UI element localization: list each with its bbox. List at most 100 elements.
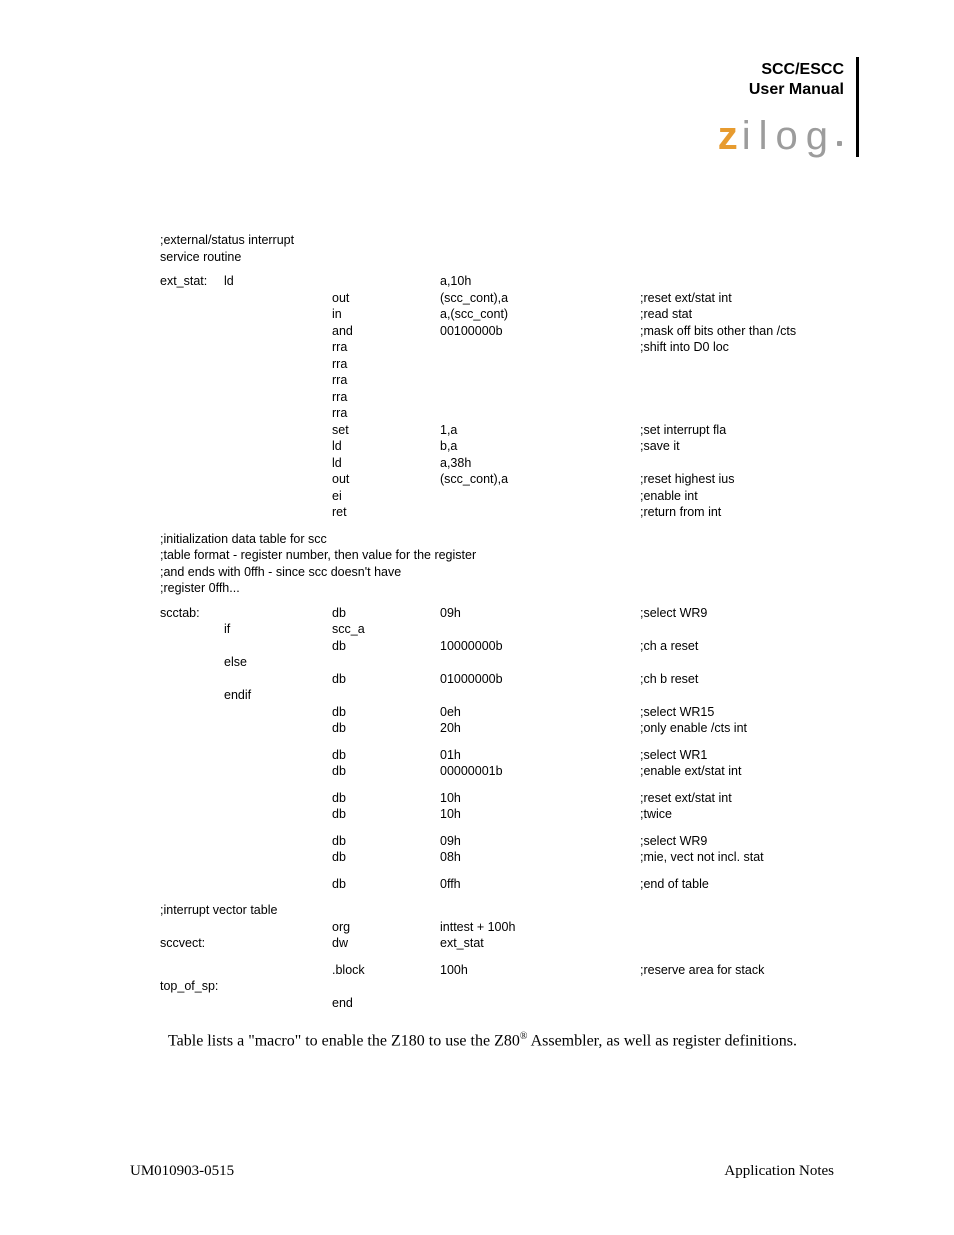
footer-section: Application Notes (724, 1163, 834, 1180)
code-label (160, 323, 224, 340)
code-row: db00000001b;enable ext/stat int (160, 763, 834, 780)
intro-block-2: ;initialization data table for scc ;tabl… (160, 531, 834, 597)
code-cond (224, 405, 332, 422)
code-label (160, 720, 224, 737)
code-row: rra (160, 405, 834, 422)
code-row: rra (160, 389, 834, 406)
code-row: out(scc_cont),a;reset highest ius (160, 471, 834, 488)
code-row: db08h;mie, vect not incl. stat (160, 849, 834, 866)
code-label (160, 290, 224, 307)
code-cond: endif (224, 687, 332, 704)
code-comment (640, 935, 834, 952)
code-cond (224, 919, 332, 936)
code-cond (224, 455, 332, 472)
code-label (160, 356, 224, 373)
code-comment: ;select WR1 (640, 747, 834, 764)
code-label (160, 849, 224, 866)
code-cond (224, 638, 332, 655)
code-label (160, 876, 224, 893)
code-operands: 100h (440, 962, 640, 979)
code-mnemonic (332, 978, 440, 995)
code-label (160, 405, 224, 422)
code-cond (224, 962, 332, 979)
spacer (160, 737, 834, 747)
code-mnemonic: db (332, 638, 440, 655)
code-cond (224, 671, 332, 688)
code-operands (440, 504, 640, 521)
code-label (160, 763, 224, 780)
code-comment (640, 995, 834, 1012)
code-mnemonic: rra (332, 356, 440, 373)
code-row: ldb,a;save it (160, 438, 834, 455)
intro-line: ;interrupt vector table (160, 902, 834, 919)
code-row: end (160, 995, 834, 1012)
code-label (160, 962, 224, 979)
code-cond (224, 763, 332, 780)
code-operands: 10h (440, 790, 640, 807)
code-operands: a,38h (440, 455, 640, 472)
code-row: rra;shift into D0 loc (160, 339, 834, 356)
code-label (160, 306, 224, 323)
code-operands: 0ffh (440, 876, 640, 893)
code-block-2: scctab:db09h;select WR9ifscc_adb10000000… (160, 605, 834, 737)
code-label: sccvect: (160, 935, 224, 952)
code-mnemonic: db (332, 790, 440, 807)
code-operands (440, 389, 640, 406)
code-label (160, 919, 224, 936)
body-text-post: Assembler, as well as register definitio… (527, 1032, 797, 1049)
code-operands: 09h (440, 833, 640, 850)
code-mnemonic: in (332, 306, 440, 323)
code-mnemonic: db (332, 833, 440, 850)
code-label (160, 654, 224, 671)
code-cond (224, 849, 332, 866)
code-cond (224, 323, 332, 340)
header-rule (856, 57, 859, 157)
code-cond (224, 704, 332, 721)
code-label (160, 372, 224, 389)
code-row: ret;return from int (160, 504, 834, 521)
code-comment: ;return from int (640, 504, 834, 521)
code-operands: 09h (440, 605, 640, 622)
logo-dot (837, 141, 842, 146)
code-mnemonic: rra (332, 405, 440, 422)
body-paragraph: Table lists a "macro" to enable the Z180… (168, 1030, 834, 1052)
code-row: endif (160, 687, 834, 704)
code-row: db10000000b;ch a reset (160, 638, 834, 655)
code-block-1: ext_stat:lda,10hout(scc_cont),a;reset ex… (160, 273, 834, 521)
intro-block-1: ;external/status interrupt service routi… (160, 232, 834, 265)
code-comment (640, 405, 834, 422)
code-mnemonic: ei (332, 488, 440, 505)
code-operands: 01h (440, 747, 640, 764)
code-cond (224, 747, 332, 764)
code-comment: ;set interrupt fla (640, 422, 834, 439)
code-label (160, 621, 224, 638)
code-comment: ;reset highest ius (640, 471, 834, 488)
code-block-3c: top_of_sp:end (160, 978, 834, 1011)
code-operands (440, 339, 640, 356)
code-comment: ;save it (640, 438, 834, 455)
code-operands: b,a (440, 438, 640, 455)
code-operands (440, 995, 640, 1012)
code-comment: ;ch b reset (640, 671, 834, 688)
code-comment: ;enable int (640, 488, 834, 505)
code-mnemonic: rra (332, 339, 440, 356)
code-label (160, 806, 224, 823)
code-mnemonic: out (332, 290, 440, 307)
code-operands (440, 405, 640, 422)
code-mnemonic: and (332, 323, 440, 340)
intro-line: ;and ends with 0ffh - since scc doesn't … (160, 564, 834, 581)
code-comment: ;reset ext/stat int (640, 790, 834, 807)
code-cond (224, 372, 332, 389)
code-comment: ;select WR9 (640, 605, 834, 622)
code-label (160, 471, 224, 488)
code-label (160, 422, 224, 439)
header-block: SCC/ESCC User Manual zilog (718, 60, 844, 159)
code-operands: 00000001b (440, 763, 640, 780)
code-operands (440, 621, 640, 638)
code-mnemonic: set (332, 422, 440, 439)
code-operands: 1,a (440, 422, 640, 439)
code-operands: a,(scc_cont) (440, 306, 640, 323)
code-row: else (160, 654, 834, 671)
code-comment: ;reset ext/stat int (640, 290, 834, 307)
spacer (160, 892, 834, 902)
